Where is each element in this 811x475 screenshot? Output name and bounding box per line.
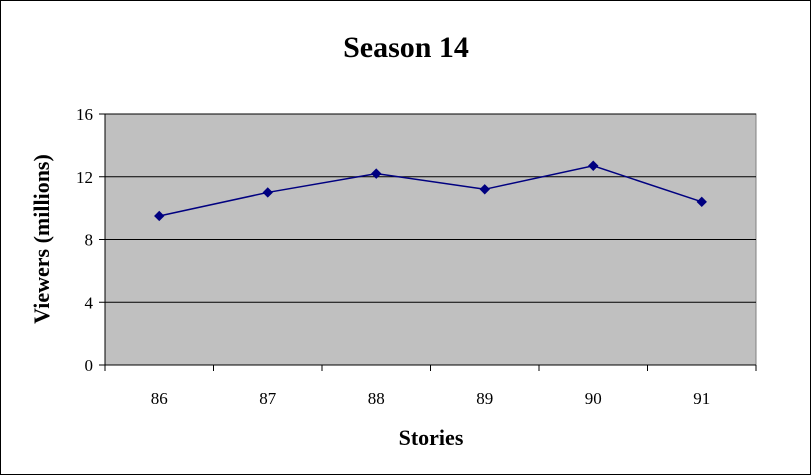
x-tick-label: 87 bbox=[259, 389, 277, 408]
data-point bbox=[154, 210, 165, 222]
x-tick-labels: 86 87 88 89 90 91 bbox=[151, 389, 711, 408]
y-tick-labels: 0 4 8 12 16 bbox=[76, 105, 94, 375]
gridlines bbox=[105, 113, 756, 303]
chart-title: Season 14 bbox=[343, 31, 469, 64]
y-tick-label: 4 bbox=[85, 293, 94, 312]
series-group bbox=[154, 160, 707, 222]
y-tick-label: 12 bbox=[76, 168, 93, 187]
x-axis-label: Stories bbox=[399, 425, 464, 450]
data-point bbox=[262, 187, 273, 198]
data-point bbox=[696, 196, 707, 208]
x-tick-label: 90 bbox=[585, 389, 602, 408]
y-tick-label: 0 bbox=[85, 356, 94, 375]
data-point bbox=[371, 168, 382, 179]
y-axis-label: Viewers (millions) bbox=[29, 154, 54, 324]
data-point bbox=[588, 160, 599, 171]
y-tick-label: 16 bbox=[76, 105, 93, 124]
y-tick-label: 8 bbox=[85, 231, 94, 250]
x-tick-label: 88 bbox=[368, 389, 385, 408]
data-point bbox=[479, 184, 490, 195]
series-line bbox=[159, 164, 702, 217]
x-tick-label: 91 bbox=[693, 389, 710, 408]
x-tick-label: 86 bbox=[151, 389, 168, 408]
x-tick-label: 89 bbox=[476, 389, 493, 408]
axes bbox=[99, 113, 757, 371]
